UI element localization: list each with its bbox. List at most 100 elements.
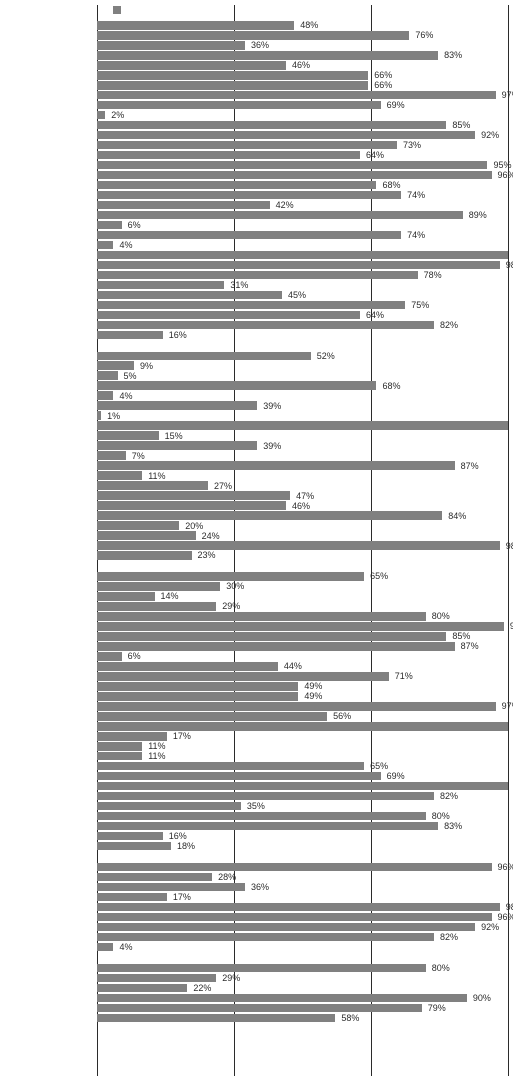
bar: 65%	[97, 572, 364, 581]
bar-row: 87%	[97, 642, 508, 651]
bar-row: 11%	[97, 752, 508, 761]
bar-row: 17%	[97, 732, 508, 741]
bar-value-label: 9%	[136, 361, 153, 371]
bar-value-label: 74%	[403, 190, 425, 200]
bar: 73%	[97, 141, 397, 150]
bar: 92%	[97, 923, 475, 932]
bar: 98%	[97, 541, 500, 550]
bar-value-label: 35%	[243, 801, 265, 811]
bar: 46%	[97, 501, 286, 510]
bar-row: 68%	[97, 381, 508, 390]
bar-value-label: 71%	[391, 671, 413, 681]
bar-row: 64%	[97, 151, 508, 160]
bar-row: 31%	[97, 281, 508, 290]
bar-row: 4%	[97, 241, 508, 250]
bar: 66%	[97, 71, 368, 80]
bar-value-label: 20%	[181, 521, 203, 531]
bar: 76%	[97, 31, 409, 40]
bar-row: 84%	[97, 511, 508, 520]
bar: 100%	[97, 421, 508, 430]
bar: 44%	[97, 662, 278, 671]
bar: 45%	[97, 291, 282, 300]
bar-row: 2%	[97, 111, 508, 120]
bar-row: 78%	[97, 271, 508, 280]
bar: 98%	[97, 261, 500, 270]
bar: 47%	[97, 491, 290, 500]
bar-value-label: 68%	[378, 180, 400, 190]
bar: 97%	[97, 91, 496, 100]
bar: 83%	[97, 51, 438, 60]
bar: 64%	[97, 311, 360, 320]
bar: 52%	[97, 352, 311, 361]
bar: 20%	[97, 521, 179, 530]
bar: 11%	[97, 742, 142, 751]
bar-value-label: 24%	[198, 531, 220, 541]
bar-value-label: 92%	[477, 130, 499, 140]
bar: 27%	[97, 481, 208, 490]
bar-value-label: 11%	[144, 741, 165, 751]
bar-value-label: 16%	[165, 330, 187, 340]
bar: 11%	[97, 471, 142, 480]
bar-value-label: 82%	[436, 932, 458, 942]
section-gap	[97, 561, 508, 572]
bar-row: 100%	[97, 722, 508, 731]
bar-row: 100%	[97, 782, 508, 791]
bar: 16%	[97, 832, 163, 841]
bar-row: 49%	[97, 692, 508, 701]
bar-row: 16%	[97, 832, 508, 841]
bar-row: 49%	[97, 682, 508, 691]
bar: 1%	[97, 411, 101, 420]
bar: 5%	[97, 371, 118, 380]
bar-row: 75%	[97, 301, 508, 310]
bar-row: 11%	[97, 471, 508, 480]
bar-value-label: 98%	[502, 260, 513, 270]
bar: 9%	[97, 361, 134, 370]
bar: 15%	[97, 431, 159, 440]
bar-row: 64%	[97, 311, 508, 320]
bar: 58%	[97, 1014, 335, 1023]
bar-value-label: 69%	[383, 771, 405, 781]
bar-row: 98%	[97, 541, 508, 550]
bar: 31%	[97, 281, 224, 290]
bar: 4%	[97, 391, 113, 400]
bar-value-label: 17%	[169, 731, 191, 741]
bar-row: 99%	[97, 622, 508, 631]
bar-value-label: 95%	[489, 160, 511, 170]
bar-value-label: 1%	[103, 411, 120, 421]
bar: 49%	[97, 682, 298, 691]
bar: 79%	[97, 1004, 422, 1013]
bar-value-label: 7%	[128, 451, 145, 461]
bar-value-label: 16%	[165, 831, 187, 841]
bar-row: 68%	[97, 181, 508, 190]
bar-row: 83%	[97, 51, 508, 60]
bar-value-label: 6%	[124, 220, 141, 230]
bar: 42%	[97, 201, 270, 210]
bar-row: 97%	[97, 702, 508, 711]
bar-row: 82%	[97, 321, 508, 330]
bar-value-label: 66%	[370, 80, 392, 90]
bar-value-label: 92%	[477, 922, 499, 932]
bar: 82%	[97, 933, 434, 942]
bar-row: 5%	[97, 371, 508, 380]
bar-row: 66%	[97, 71, 508, 80]
bar-value-label: 90%	[469, 993, 491, 1003]
bar-row: 96%	[97, 863, 508, 872]
bar: 69%	[97, 772, 381, 781]
bar-row: 44%	[97, 662, 508, 671]
bar-row: 98%	[97, 261, 508, 270]
bar-value-label: 31%	[226, 280, 248, 290]
bar-value-label: 42%	[272, 200, 294, 210]
bar: 4%	[97, 943, 113, 952]
bar-row: 80%	[97, 812, 508, 821]
bar-value-label: 80%	[428, 963, 450, 973]
bar: 75%	[97, 301, 405, 310]
bar-value-label: 22%	[189, 983, 211, 993]
bar-value-label: 80%	[428, 811, 450, 821]
bar-chart: 48%76%36%83%46%66%66%97%69%2%85%92%73%64…	[0, 0, 513, 1081]
bar: 18%	[97, 842, 171, 851]
bar-row: 97%	[97, 91, 508, 100]
bar-value-label: 46%	[288, 60, 310, 70]
bar-row: 15%	[97, 431, 508, 440]
bar-value-label: 97%	[498, 701, 513, 711]
bar-value-label: 89%	[465, 210, 487, 220]
